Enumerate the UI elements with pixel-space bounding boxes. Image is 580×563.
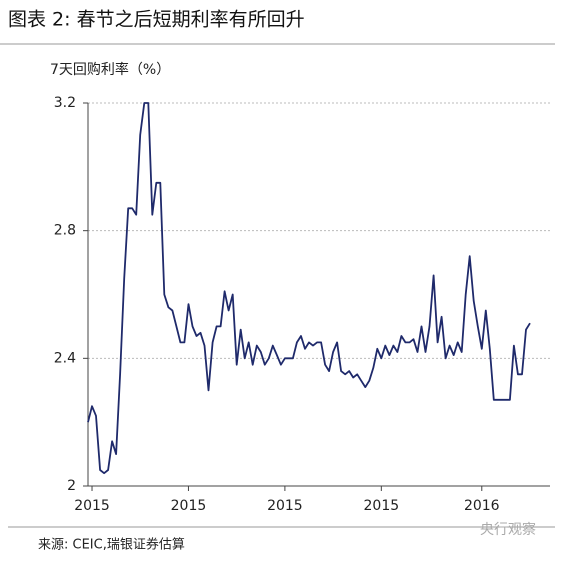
chart-title: 图表 2: 春节之后短期利率有所回升 [8,9,305,31]
y-tick-label: 2 [67,478,76,494]
x-tick-label: 2016 [464,498,500,514]
y-tick-label: 2.8 [54,223,76,239]
x-tick-label: 2015 [171,498,207,514]
y-tick-label: 3.2 [54,95,76,111]
y-tick-label: 2.4 [54,350,76,366]
source: 来源: CEIC,瑞银证券估算 [38,537,185,553]
y-axis-label: 7天回购利率（%） [50,61,170,78]
x-tick-label: 2015 [267,498,303,514]
x-tick-label: 2015 [364,498,400,514]
watermark: 央行观察 [480,521,536,538]
x-tick-label: 2015 [74,498,110,514]
data-line [87,102,531,475]
